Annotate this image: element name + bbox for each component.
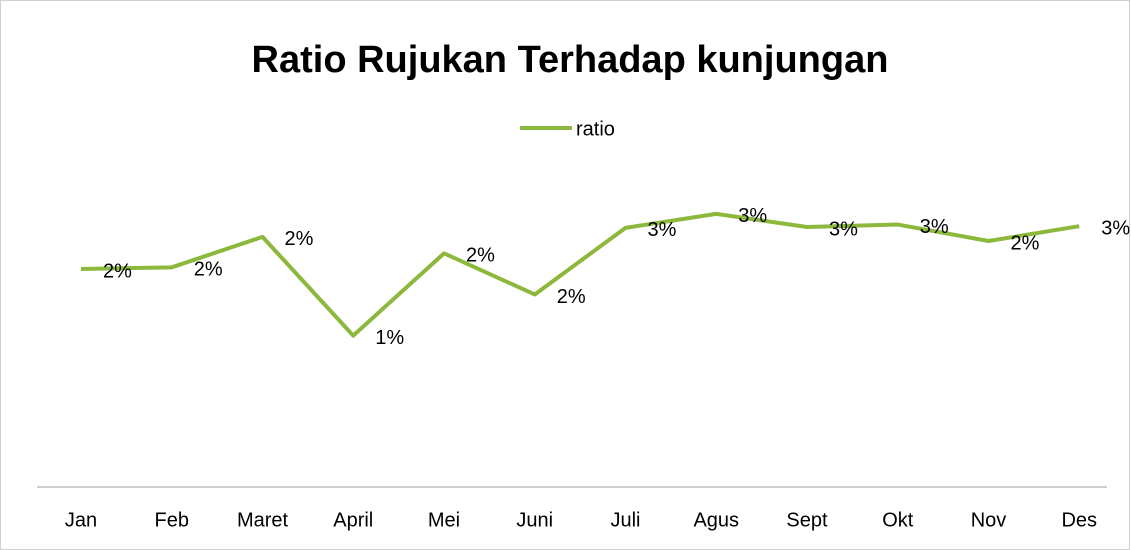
data-label: 2% <box>466 245 495 267</box>
data-label: 2% <box>1011 232 1040 254</box>
x-tick-label: Mei <box>428 509 460 531</box>
legend-label: ratio <box>576 118 615 140</box>
data-label: 1% <box>375 327 404 349</box>
data-label: 3% <box>920 216 949 238</box>
x-tick-label: Nov <box>971 509 1007 531</box>
x-tick-label: Okt <box>882 509 914 531</box>
data-label: 3% <box>829 218 858 240</box>
x-tick-label: Maret <box>237 509 289 531</box>
x-tick-label: April <box>333 509 373 531</box>
data-label: 3% <box>1101 217 1130 239</box>
data-line <box>80 211 1080 338</box>
x-tick-label: Juni <box>516 509 553 531</box>
data-label: 2% <box>285 228 314 250</box>
data-label: 3% <box>738 205 767 227</box>
x-tick-label: Des <box>1061 509 1097 531</box>
data-label: 2% <box>103 260 132 282</box>
x-tick-label: Agus <box>693 509 739 531</box>
x-tick-label: Feb <box>155 509 189 531</box>
chart-title: Ratio Rujukan Terhadap kunjungan <box>252 39 889 81</box>
x-tick-label: Sept <box>786 509 828 531</box>
data-label: 2% <box>557 286 586 308</box>
x-tick-label: Juli <box>610 509 640 531</box>
data-label: 3% <box>648 219 677 241</box>
data-label: 2% <box>194 259 223 281</box>
x-tick-label: Jan <box>65 509 97 531</box>
